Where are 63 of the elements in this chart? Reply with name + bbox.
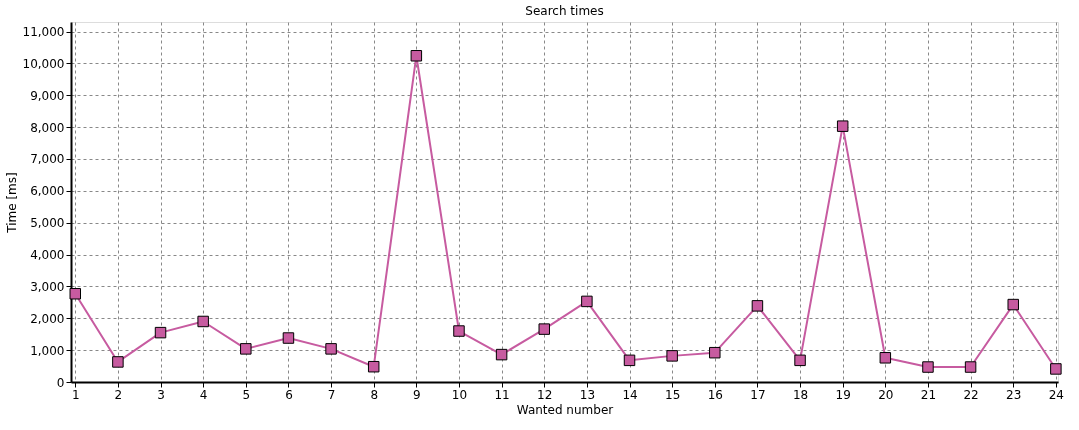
- point: [367, 360, 380, 373]
- x-tick-label: 9: [413, 387, 421, 402]
- x-tick-label: 24: [1048, 387, 1065, 402]
- y-tick-label: 5,000: [30, 216, 65, 231]
- point: [282, 332, 295, 344]
- point: [240, 343, 252, 355]
- point: [879, 352, 892, 364]
- x-tick-label: 17: [750, 387, 766, 402]
- point: [453, 325, 465, 337]
- y-tick-label: 8,000: [30, 120, 65, 135]
- y-tick-label: 6,000: [30, 184, 65, 199]
- point: [623, 354, 636, 367]
- x-axis-title: Wanted number: [516, 402, 614, 417]
- point: [922, 361, 934, 373]
- point: [1007, 298, 1019, 311]
- point: [581, 295, 593, 308]
- x-tick-label: 21: [920, 387, 937, 402]
- point: [794, 354, 806, 367]
- x-tick-label: 13: [579, 387, 596, 402]
- y-tick-label: 10,000: [22, 56, 65, 71]
- y-tick-label: 7,000: [30, 152, 65, 167]
- x-tick-label: 8: [370, 387, 379, 402]
- x-tick-label: 14: [622, 387, 638, 402]
- y-tick-label: 0: [56, 375, 65, 390]
- y-tick-label: 4,000: [30, 248, 65, 263]
- point: [495, 348, 508, 361]
- y-tick-label: 1,000: [30, 343, 65, 358]
- point: [410, 50, 423, 62]
- x-tick-label: 19: [835, 387, 851, 402]
- x-tick-label: 23: [1006, 387, 1022, 402]
- x-tick-label: 15: [665, 387, 681, 402]
- x-tick-label: 12: [537, 387, 553, 402]
- x-tick-label: 10: [451, 387, 468, 402]
- point: [69, 288, 82, 300]
- x-tick-label: 2: [114, 387, 123, 402]
- x-tick-label: 16: [707, 387, 723, 402]
- x-tick-label: 6: [285, 387, 293, 402]
- point: [197, 315, 209, 328]
- point: [112, 356, 124, 368]
- x-tick-label: 3: [157, 387, 165, 402]
- y-tick-label: 3,000: [30, 279, 65, 294]
- point: [751, 300, 764, 312]
- y-tick-label: 9,000: [30, 88, 65, 103]
- point: [1050, 363, 1062, 375]
- y-axis-title: Time [ms]: [4, 172, 19, 234]
- x-tick-label: 1: [71, 387, 80, 402]
- x-tick-label: 20: [878, 387, 894, 402]
- x-tick-label: 7: [327, 387, 336, 402]
- point: [836, 120, 849, 132]
- y-tick-label: 2,000: [30, 311, 65, 326]
- chart-title: Search times: [525, 4, 604, 18]
- point: [325, 343, 337, 355]
- y-tick-label: 11,000: [22, 25, 65, 40]
- x-tick-label: 5: [242, 387, 251, 402]
- point: [709, 346, 721, 359]
- x-tick-label: 18: [792, 387, 809, 402]
- x-tick-label: 4: [199, 387, 208, 402]
- point: [538, 323, 550, 335]
- point: [964, 361, 977, 373]
- point: [154, 326, 167, 339]
- point: [666, 350, 678, 362]
- x-tick-label: 22: [963, 387, 979, 402]
- x-tick-label: 11: [494, 387, 510, 402]
